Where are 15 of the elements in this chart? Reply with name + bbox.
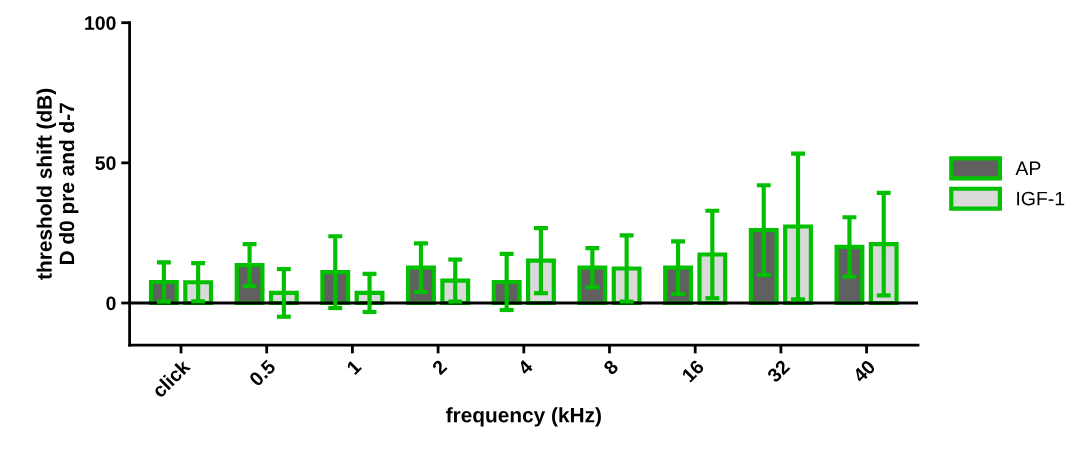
y-tick-label: 50 — [95, 156, 116, 171]
legend-label: AP — [1015, 161, 1041, 175]
y-tick-label: 100 — [85, 16, 116, 30]
x-tick-label: 8 — [602, 359, 620, 376]
legend-label: IGF-1 — [1017, 191, 1065, 206]
x-tick-label: 1 — [346, 359, 362, 375]
x-tick-label: 4 — [516, 358, 534, 376]
x-tick-label: 2 — [431, 359, 448, 376]
x-tick-label: 16 — [681, 359, 705, 383]
x-tick-label: 0.5 — [248, 358, 277, 387]
x-tick-label: 32 — [766, 359, 791, 384]
x-tick-label: 40 — [851, 359, 877, 384]
x-axis-title: frequency (kHz) — [446, 407, 601, 427]
y-axis-title: threshold shift (dB) D d0 pre and d-7 — [36, 88, 79, 280]
y-tick-label: 0 — [106, 296, 116, 311]
